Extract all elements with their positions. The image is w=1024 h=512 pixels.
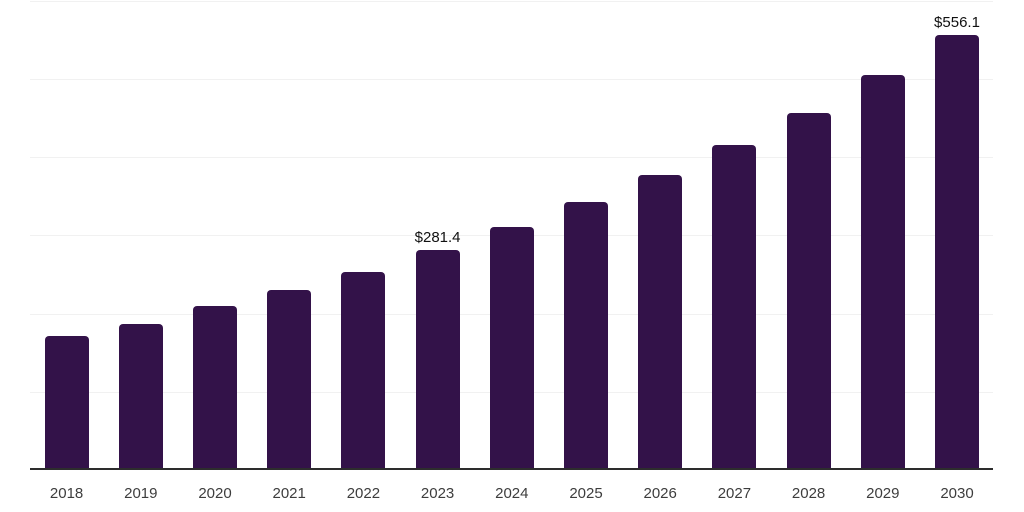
bar-2023 [415,249,460,470]
bar-2022 [341,272,386,470]
plot-area: $281.4 $556.1 [30,0,993,470]
bar-2018 [44,336,89,470]
bar-2028 [786,112,831,470]
bar-2026 [638,175,683,470]
bar-2021 [267,290,312,470]
x-tick-label-2028: 2028 [791,485,826,502]
bar-2030 [935,35,979,470]
x-tick-label-2020: 2020 [198,485,232,502]
x-axis-tick-labels: 2018 2019 2020 2021 2022 2023 2024 2025 2026 2027… [0,484,1024,506]
x-tick-label-2026: 2026 [643,485,677,502]
x-tick-label-2023: 2023 [420,485,455,502]
bar-2019 [118,323,163,470]
bar-value-label-2023: $281.4 [414,228,461,246]
x-tick-label-2021: 2021 [272,485,306,502]
bar-value-label-2030: $556.1 [934,14,980,32]
x-tick-label-2029: 2029 [866,485,900,502]
x-tick-label-2024: 2024 [495,485,529,502]
gridline-600 [30,0,993,2]
x-tick-label-2018: 2018 [49,485,84,502]
x-tick-label-2027: 2027 [717,485,752,502]
bar-2024 [489,227,534,470]
bar-2020 [193,306,237,470]
bar-2027 [712,145,757,470]
x-tick-label-2019: 2019 [124,485,158,502]
x-tick-label-2030: 2030 [940,485,974,502]
bar-2025 [564,202,608,470]
gridline-400 [30,157,993,159]
x-tick-label-2022: 2022 [346,485,381,502]
x-tick-label-2025: 2025 [569,485,603,502]
bar-2029 [860,74,905,470]
x-axis-line [30,468,993,470]
gridline-500 [30,79,993,80]
